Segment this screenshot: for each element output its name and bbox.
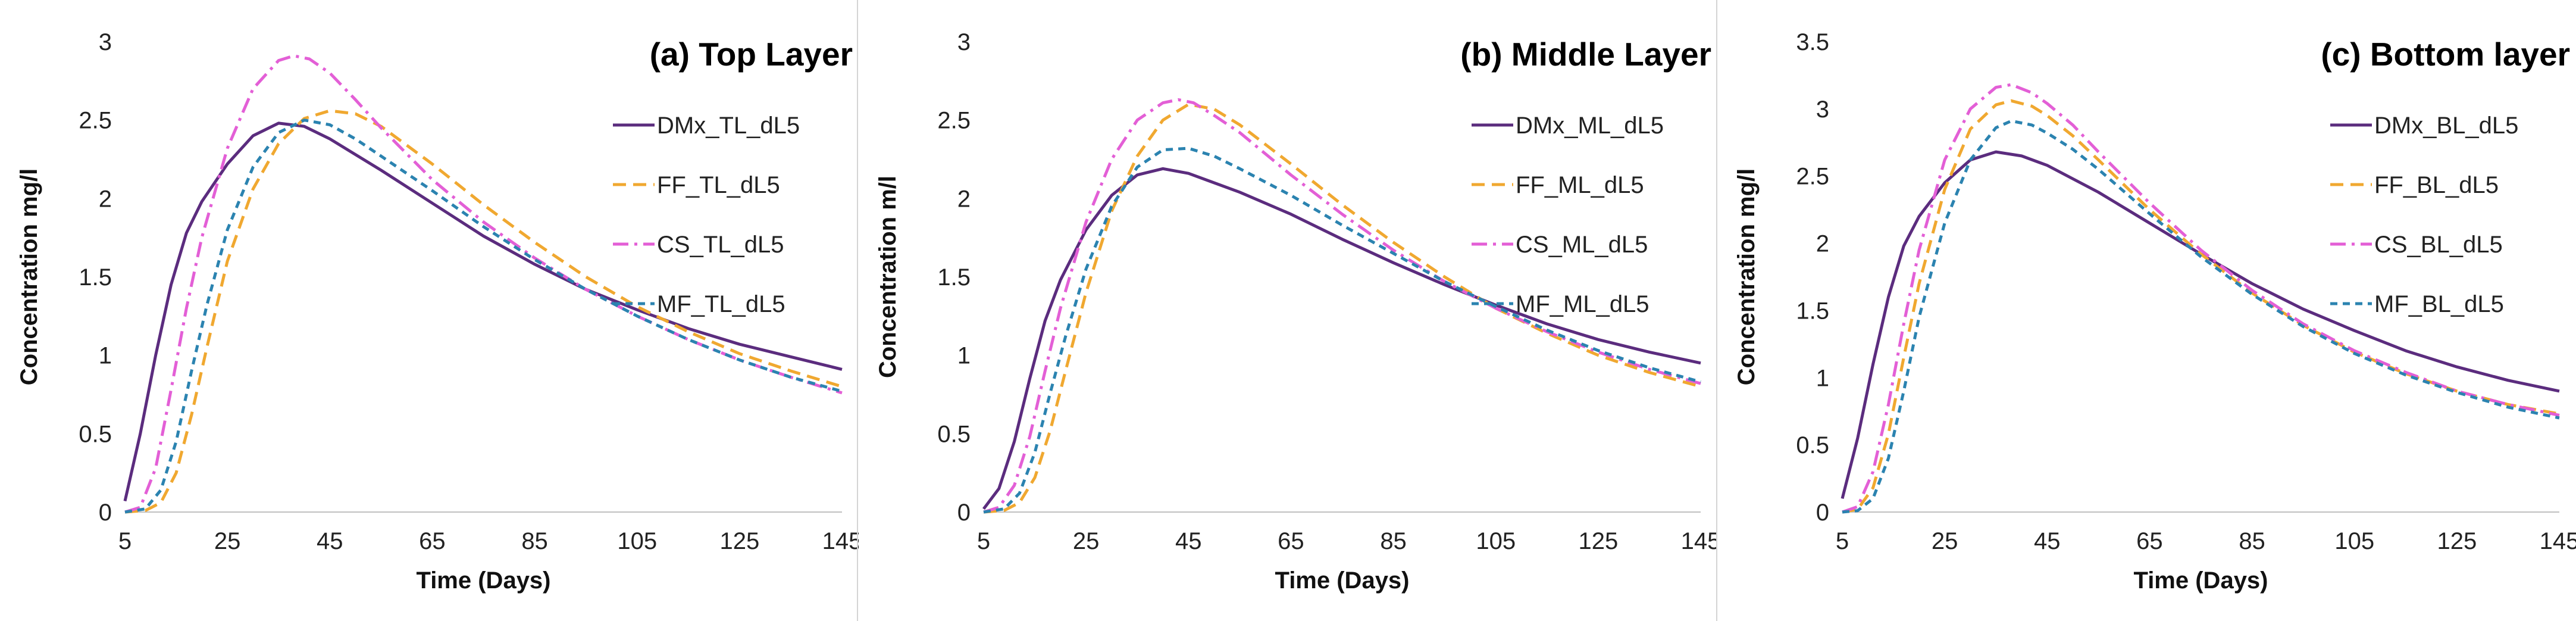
chart-b-x-axis-title: Time (Days) [1275, 567, 1409, 594]
chart-b-legend-label: FF_ML_dL5 [1516, 172, 1644, 198]
chart-b-legend-label: CS_ML_dL5 [1516, 232, 1648, 258]
chart-c-title: (c) Bottom layer [2321, 36, 2570, 73]
chart-a-series-line-dmx-tl-dl5 [123, 121, 843, 502]
chart-c-legend-label: DMx_BL_dL5 [2374, 113, 2518, 139]
chart-panel-c: 0 0.5 1 1.5 2 2.5 3 3.5 5 25 45 65 85 105 125 145 Time (… [1717, 0, 2576, 621]
chart-a-legend-item: FF_TL_dL5 [613, 172, 780, 198]
chart-b-y-tick-label: 1 [957, 343, 971, 369]
chart-b-y-tick-label: 2.5 [937, 108, 971, 134]
chart-a-title: (a) Top Layer [650, 36, 853, 73]
chart-a-x-tick-label: 125 [719, 528, 759, 554]
chart-a-y-tick-label: 0 [99, 500, 112, 526]
chart-c-x-tick-label: 45 [2034, 528, 2061, 554]
chart-c-legend-label: MF_BL_dL5 [2374, 291, 2504, 317]
chart-c-x-tick-label: 25 [1932, 528, 1958, 554]
chart-a-y-tick-label: 1.5 [79, 264, 112, 291]
chart-c-legend-item: MF_BL_dL5 [2330, 291, 2504, 317]
chart-c-x-tick-label: 125 [2437, 528, 2477, 554]
chart-a-x-tick-label: 105 [617, 528, 657, 554]
chart-b-legend-label: DMx_ML_dL5 [1516, 113, 1664, 139]
chart-b-y-tick-label: 0 [957, 500, 971, 526]
chart-a-legend-label: MF_TL_dL5 [657, 291, 785, 317]
chart-a-x-tick-label: 5 [118, 528, 132, 554]
chart-c-x-tick-label: 85 [2239, 528, 2265, 554]
chart-c-x-axis-title: Time (Days) [2133, 567, 2268, 594]
chart-c-series-line-cs-bl-dl5 [1842, 83, 2560, 514]
chart-b-legend-item: CS_ML_dL5 [1472, 232, 1648, 258]
chart-c-y-axis-title: Concentration mg/l [1733, 168, 1760, 385]
chart-c-x-tick-label: 5 [1836, 528, 1849, 554]
chart-c-legend-item: FF_BL_dL5 [2330, 172, 2499, 198]
chart-c-legend-label: FF_BL_dL5 [2374, 172, 2499, 198]
chart-a-legend-item: MF_TL_dL5 [613, 291, 785, 317]
chart-a-y-axis-title: Concentration mg/l [16, 168, 42, 385]
chart-c-y-tick-label: 2 [1816, 231, 1829, 257]
chart-b-y-tick-label: 2 [957, 186, 971, 212]
chart-c-y-tick-label: 1 [1816, 365, 1829, 391]
chart-a-series-line-cs-tl-dl5 [124, 54, 843, 514]
chart-b-x-tick-label: 45 [1175, 528, 1202, 554]
chart-b-legend-item: DMx_ML_dL5 [1472, 113, 1664, 139]
chart-b-x-tick-label: 125 [1578, 528, 1618, 554]
chart-c-legend-item: DMx_BL_dL5 [2330, 113, 2518, 139]
chart-c-y-tick-label: 0 [1816, 500, 1829, 526]
chart-a-y-tick-label: 2.5 [79, 108, 112, 134]
chart-b-x-tick-label: 85 [1380, 528, 1407, 554]
chart-b-y-tick-label: 3 [957, 29, 971, 55]
chart-a-series-line-ff-tl-dl5 [124, 109, 843, 514]
chart-b-legend-label: MF_ML_dL5 [1516, 291, 1649, 317]
chart-a-legend-item: CS_TL_dL5 [613, 232, 784, 258]
chart-b-title: (b) Middle Layer [1460, 36, 1711, 73]
chart-a-legend-label: CS_TL_dL5 [657, 232, 784, 258]
chart-a-y-tick-label: 3 [99, 29, 112, 55]
chart-b-x-tick-label: 105 [1476, 528, 1516, 554]
chart-c-y-tick-label: 3 [1816, 96, 1829, 123]
chart-b-y-axis-title: Concentration m/l [875, 176, 901, 378]
chart-b-legend-item: MF_ML_dL5 [1472, 291, 1649, 317]
chart-b-series-line-mf-ml-dl5 [983, 146, 1701, 514]
chart-a-y-tick-label: 2 [99, 186, 112, 212]
chart-c-x-tick-label: 65 [2136, 528, 2163, 554]
chart-b-x-tick-label: 5 [977, 528, 990, 554]
panel-divider [1716, 0, 1717, 621]
panel-divider [857, 0, 858, 621]
chart-c-y-tick-label: 1.5 [1796, 298, 1829, 324]
chart-a-x-tick-label: 85 [521, 528, 548, 554]
chart-b-x-tick-label: 65 [1278, 528, 1304, 554]
chart-b-series-line-dmx-ml-dl5 [982, 167, 1701, 510]
chart-b-y-tick-label: 0.5 [937, 421, 971, 447]
chart-c-y-tick-label: 3.5 [1796, 29, 1829, 55]
chart-a-x-axis-title: Time (Days) [416, 567, 550, 594]
chart-b-x-tick-label: 145 [1681, 528, 1717, 554]
chart-a-x-tick-label: 45 [317, 528, 343, 554]
chart-a-x-tick-label: 145 [822, 528, 859, 554]
chart-panel-b: 0 0.5 1 1.5 2 2.5 3 5 25 45 65 85 105 125 145 Time (Day… [859, 0, 1717, 621]
chart-a-legend-label: DMx_TL_dL5 [657, 113, 800, 139]
chart-a-svg: 0 0.5 1 1.5 2 2.5 3 5 25 45 65 85 105 125 145 Time (Day… [16, 29, 859, 594]
chart-c-series-line-dmx-bl-dl5 [1841, 150, 2560, 500]
chart-c-x-tick-label: 105 [2334, 528, 2374, 554]
chart-c-legend-item: CS_BL_dL5 [2330, 232, 2503, 258]
chart-c-y-tick-label: 2.5 [1796, 164, 1829, 190]
chart-a-x-tick-label: 65 [419, 528, 446, 554]
chart-b-svg: 0 0.5 1 1.5 2 2.5 3 5 25 45 65 85 105 125 145 Time (Day… [875, 29, 1717, 594]
chart-a-legend-label: FF_TL_dL5 [657, 172, 780, 198]
chart-b-y-tick-label: 1.5 [937, 264, 971, 291]
chart-panel-a: 0 0.5 1 1.5 2 2.5 3 5 25 45 65 85 105 125 145 Time (Day… [0, 0, 859, 621]
chart-a-series-line-mf-tl-dl5 [124, 118, 843, 514]
chart-a-legend-item: DMx_TL_dL5 [613, 113, 800, 139]
chart-a-x-tick-label: 25 [214, 528, 241, 554]
chart-b-series-line-cs-ml-dl5 [983, 98, 1701, 514]
chart-c-svg: 0 0.5 1 1.5 2 2.5 3 3.5 5 25 45 65 85 105 125 145 Time (… [1733, 29, 2576, 594]
chart-c-x-tick-label: 145 [2540, 528, 2576, 554]
chart-a-y-tick-label: 1 [99, 343, 112, 369]
chart-b-x-tick-label: 25 [1073, 528, 1100, 554]
chart-c-legend-label: CS_BL_dL5 [2374, 232, 2503, 258]
chart-c-y-tick-label: 0.5 [1796, 432, 1829, 458]
chart-a-y-tick-label: 0.5 [79, 421, 112, 447]
chart-b-legend-item: FF_ML_dL5 [1472, 172, 1644, 198]
